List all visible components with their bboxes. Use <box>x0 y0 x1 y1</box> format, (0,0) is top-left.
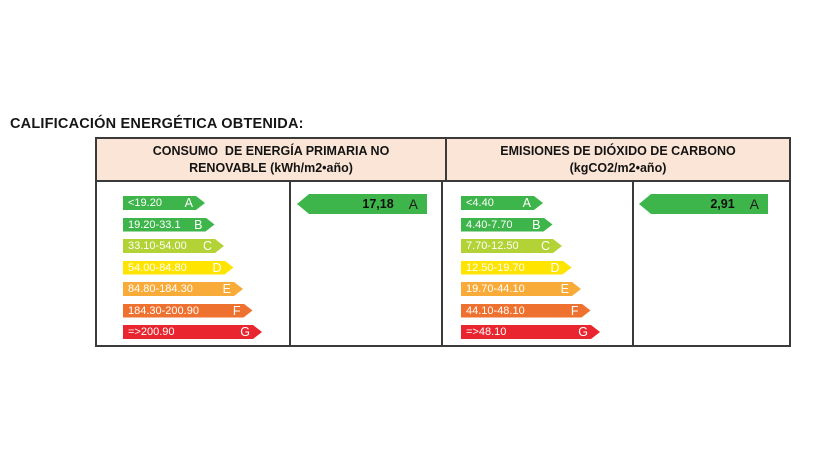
band-letter: A <box>184 196 193 210</box>
band-range-label: =>200.90 <box>128 326 175 338</box>
band-letter: B <box>194 217 203 232</box>
header-emisiones-co2: EMISIONES DE DIÓXIDO DE CARBONO (kgCO2/m… <box>447 139 789 180</box>
rating-band-b: 19.20-33.1 B <box>123 218 215 232</box>
rating-band-f: 44.10-48.10 F <box>461 304 591 318</box>
rating-band-d: 54.00-84.80 D <box>123 261 234 275</box>
band-range-label: 33.10-54.00 <box>128 240 187 252</box>
band-range-label: <4.40 <box>466 197 494 209</box>
emisiones-rating-scale: <4.40 A 4.40-7.70 B 7.70-12.50 C 12.50-19.70 D 1… <box>443 182 634 345</box>
band-range-label: 4.40-7.70 <box>466 218 513 231</box>
consumo-result-arrow: 17,18 A <box>297 194 427 214</box>
consumo-rating-scale: <19.20 A 19.20-33.1 B 33.10-54.00 C 54.00-84.8… <box>97 182 291 345</box>
band-range-label: <19.20 <box>128 197 162 209</box>
rating-band-e: 19.70-44.10 E <box>461 282 581 296</box>
rating-band-a: <4.40 A <box>461 196 543 210</box>
emisiones-result-value: 2,91 <box>710 197 735 211</box>
band-letter: G <box>578 325 588 339</box>
rating-band-c: 7.70-12.50 C <box>461 239 562 253</box>
header-consumo-energia: CONSUMO DE ENERGÍA PRIMARIA NO RENOVABLE… <box>97 139 447 180</box>
band-range-label: 19.20-33.1 <box>128 218 181 231</box>
band-range-label: 7.70-12.50 <box>466 240 519 252</box>
section-title: CALIFICACIÓN ENERGÉTICA OBTENIDA: <box>10 116 304 132</box>
band-letter: D <box>550 260 560 275</box>
rating-band-e: 84.80-184.30 E <box>123 282 243 296</box>
table-header-row: CONSUMO DE ENERGÍA PRIMARIA NO RENOVABLE… <box>97 139 789 182</box>
band-letter: B <box>532 217 541 232</box>
rating-band-a: <19.20 A <box>123 196 205 210</box>
band-letter: E <box>560 282 569 296</box>
band-letter: G <box>240 325 250 339</box>
rating-band-d: 12.50-19.70 D <box>461 261 572 275</box>
band-letter: F <box>570 303 579 318</box>
table-body-row: <19.20 A 19.20-33.1 B 33.10-54.00 C 54.00-84.8… <box>97 182 789 345</box>
consumo-result-value: 17,18 <box>362 197 394 211</box>
rating-band-c: 33.10-54.00 C <box>123 239 224 253</box>
emisiones-result-cell: 2,91 A <box>634 182 789 345</box>
band-letter: F <box>232 303 241 318</box>
band-range-label: 19.70-44.10 <box>466 283 525 295</box>
band-letter: C <box>202 239 212 253</box>
band-letter: D <box>212 260 222 275</box>
band-range-label: 54.00-84.80 <box>128 261 187 274</box>
consumo-result-letter: A <box>408 196 418 212</box>
band-range-label: 44.10-48.10 <box>466 304 525 317</box>
emisiones-result-letter: A <box>749 196 759 212</box>
emisiones-result-arrow: 2,91 A <box>639 194 768 214</box>
band-range-label: 84.80-184.30 <box>128 283 193 295</box>
rating-band-g: =>200.90 G <box>123 325 262 339</box>
band-range-label: 12.50-19.70 <box>466 261 525 274</box>
band-letter: A <box>522 196 531 210</box>
consumo-result-cell: 17,18 A <box>291 182 443 345</box>
band-letter: E <box>222 282 231 296</box>
energy-rating-table: CONSUMO DE ENERGÍA PRIMARIA NO RENOVABLE… <box>95 137 791 347</box>
rating-band-b: 4.40-7.70 B <box>461 218 553 232</box>
band-range-label: 184.30-200.90 <box>128 304 199 317</box>
rating-band-g: =>48.10 G <box>461 325 600 339</box>
rating-band-f: 184.30-200.90 F <box>123 304 253 318</box>
band-letter: C <box>540 239 550 253</box>
band-range-label: =>48.10 <box>466 326 507 338</box>
